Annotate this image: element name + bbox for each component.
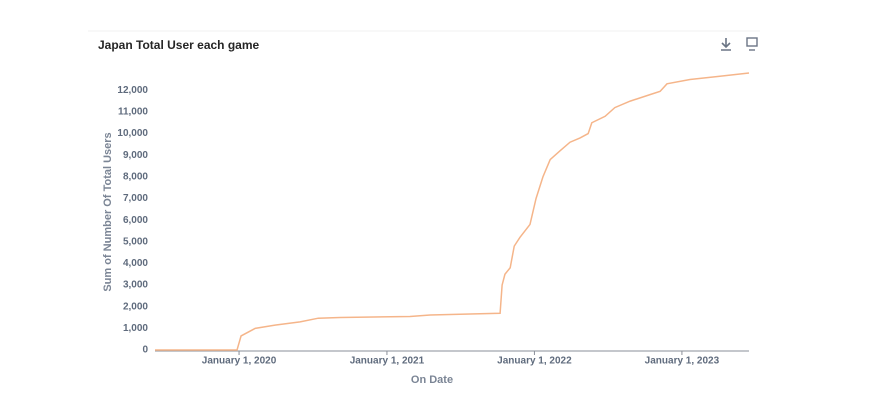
x-axis-title: On Date [411,374,453,386]
y-tick-label: 5,000 [123,236,148,247]
y-tick-label: 2,000 [123,301,148,312]
y-tick-label: 11,000 [118,107,148,118]
focus-button[interactable] [746,37,758,51]
chart-title: Japan Total User each game [98,38,260,52]
x-tick-label: January 1, 2020 [202,356,277,367]
y-tick-label: 6,000 [123,215,148,226]
line-series [155,72,750,351]
y-tick-label: 7,000 [123,193,148,204]
y-tick-label: 10,000 [117,128,148,139]
x-tick-label: January 1, 2021 [350,356,425,367]
y-tick-label: 9,000 [123,150,148,161]
y-axis-title: Sum of Number Of Total Users [102,132,114,291]
y-tick-label: 3,000 [123,280,148,291]
y-tick-label: 12,000 [117,85,148,96]
x-tick-label: January 1, 2022 [497,356,572,367]
y-tick-label: 8,000 [123,172,148,183]
y-tick-label: 1,000 [123,323,148,334]
x-tick-label: January 1, 2023 [645,356,720,367]
y-tick-label: 0 [142,345,148,356]
download-button[interactable] [721,38,731,51]
y-tick-label: 4,000 [123,258,148,269]
